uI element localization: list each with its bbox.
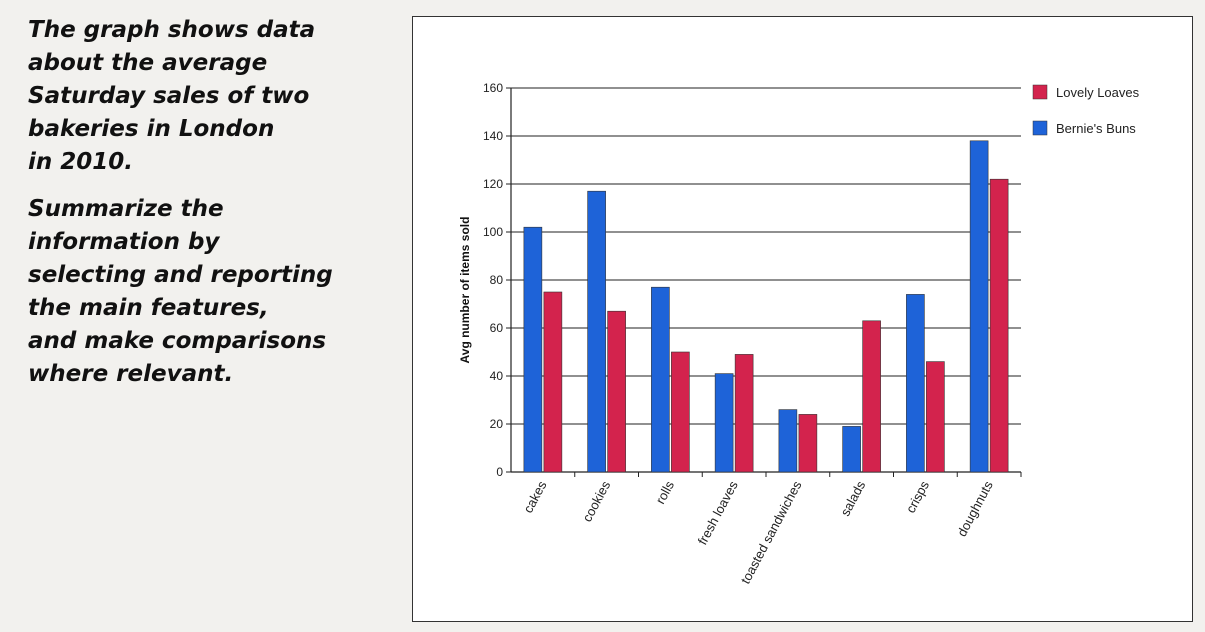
bar-bernie-s-buns-doughnuts [969,140,989,473]
prompt-line: Summarize the [28,196,224,222]
legend-label: Lovely Loaves [1056,85,1140,100]
prompt-line: and make comparisons [28,328,327,354]
y-axis-title: Avg number of items sold [458,217,472,364]
bar-lovely-loaves-crisps [926,361,945,473]
prompt-line: The graph shows data [28,17,316,43]
legend-swatch [1032,84,1048,100]
bar-lovely-loaves-salads [862,320,881,473]
y-tick-label: 120 [483,177,503,191]
bar-lovely-loaves-cakes [543,291,563,473]
x-category-label: crisps [903,478,932,515]
y-tick-label: 20 [490,417,504,431]
prompt-line: information by [28,229,220,255]
x-category-label: fresh loaves [695,478,741,547]
prompt-line: about the average [28,50,268,76]
prompt-line: the main features, [28,295,269,321]
bar-chart: 0 20 40 60 80 100 120 140 160 Avg number of items… [458,81,1140,586]
prompt-paragraph-1: The graph shows data about the average Sat… [28,14,408,179]
bar-lovely-loaves-doughnuts [989,178,1009,473]
chart-frame: 0 20 40 60 80 100 120 140 160 Avg number of items… [412,16,1193,622]
legend-label: Bernie's Buns [1056,121,1136,136]
y-tick-label: 80 [490,273,504,287]
x-category-label: doughnuts [954,478,996,539]
x-category-label: salads [837,478,868,519]
bar-bernie-s-buns-toasted-sandwiches [778,409,798,473]
prompt-line: bakeries in London [28,116,275,142]
prompt-line: Saturday sales of two [28,83,310,109]
y-tick-label: 100 [483,225,503,239]
prompt-line: where relevant. [28,361,234,387]
bar-bernie-s-buns-crisps [906,294,925,473]
y-tick-label: 140 [483,129,503,143]
x-category-label: cakes [520,478,549,515]
x-category-label: cookies [579,478,613,524]
bar-bernie-s-buns-rolls [651,286,670,473]
legend-swatch [1032,120,1048,136]
bar-bernie-s-buns-salads [842,426,861,473]
y-tick-label: 60 [490,321,504,335]
bar-bernie-s-buns-cookies [587,190,606,473]
bar-bernie-s-buns-cakes [523,226,543,473]
y-tick-label: 0 [496,465,503,479]
bar-lovely-loaves-rolls [671,351,690,473]
x-category-label: toasted sandwiches [738,478,805,586]
y-tick-label: 40 [490,369,504,383]
bar-lovely-loaves-toasted-sandwiches [798,414,818,473]
prompt-paragraph-2: Summarize the information by selecting and… [28,193,408,391]
bar-bernie-s-buns-fresh-loaves [714,373,734,473]
task-prompt: The graph shows data about the average Sat… [28,14,408,391]
x-category-label: rolls [653,478,678,507]
y-tick-label: 160 [483,81,503,95]
prompt-line: selecting and reporting [28,262,333,288]
bar-lovely-loaves-cookies [607,310,626,473]
prompt-line: in 2010. [28,149,134,175]
bar-lovely-loaves-fresh-loaves [734,354,754,473]
